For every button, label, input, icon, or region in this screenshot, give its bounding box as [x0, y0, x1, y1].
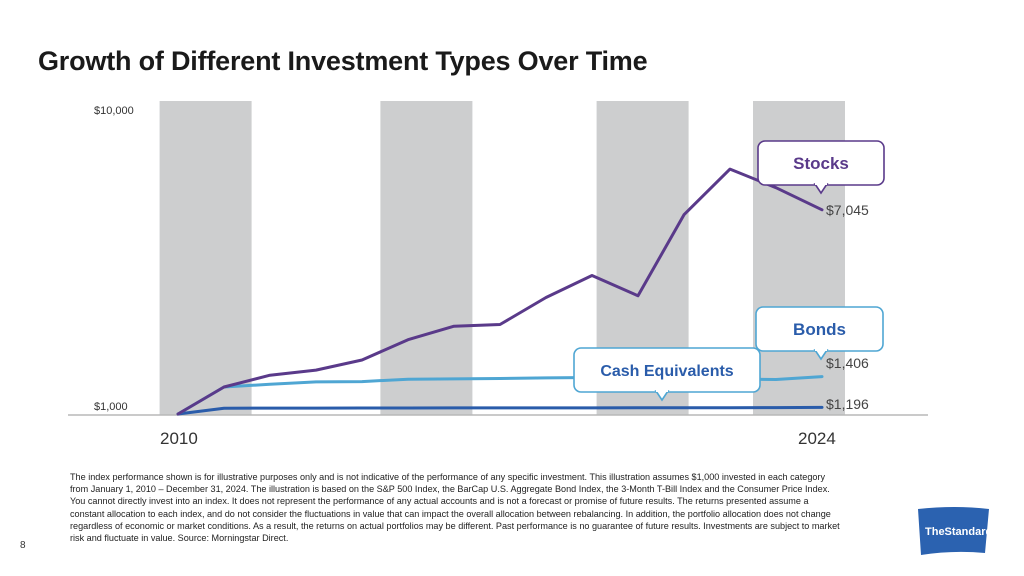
shaded-band-2 — [380, 101, 473, 415]
callout-label-bonds: Bonds — [793, 320, 846, 339]
y-tick-label-bottom: $1,000 — [94, 401, 128, 413]
x-tick-label-end: 2024 — [798, 429, 836, 448]
series-line-cash-equivalents — [176, 405, 824, 416]
shaded-band-1 — [159, 101, 252, 415]
callout-cash-equivalents: Cash Equivalents — [573, 347, 761, 402]
page-number: 8 — [20, 540, 26, 551]
series-line-stocks — [176, 167, 824, 416]
end-value-stocks: $7,045 — [826, 202, 869, 218]
slide-title: Growth of Different Investment Types Ove… — [38, 46, 648, 76]
x-tick-label-start: 2010 — [160, 429, 198, 448]
y-tick-label-top: $10,000 — [94, 105, 134, 117]
end-value-bonds: $1,406 — [826, 355, 869, 371]
svg-text:TheStandard: TheStandard — [925, 526, 992, 538]
series-callouts: Stocks Bonds Cash Equivalents $7,045 $1,406 $… — [573, 140, 885, 412]
year-bands — [159, 101, 845, 415]
callout-label-stocks: Stocks — [793, 154, 849, 173]
growth-line-chart: $10,000 $1,000 2010 2024 Stocks Bonds Cash… — [68, 101, 928, 448]
callout-bonds: Bonds — [755, 306, 884, 361]
callout-label-cash-equivalents: Cash Equivalents — [600, 363, 733, 380]
callout-stocks: Stocks — [757, 140, 885, 195]
disclaimer-footnote: The index performance shown is for illus… — [70, 472, 840, 544]
the-standard-logo: TheStandard — [918, 507, 992, 555]
end-value-cash-equivalents: $1,196 — [826, 396, 869, 412]
